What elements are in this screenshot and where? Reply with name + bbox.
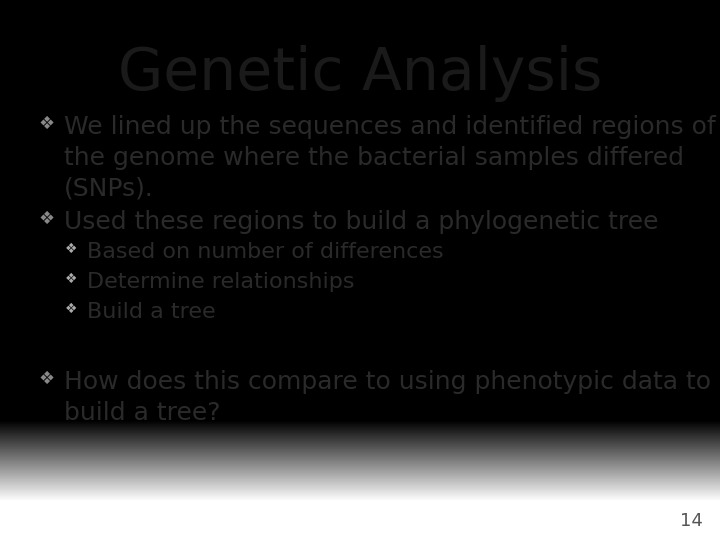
Text: Based on number of differences: Based on number of differences: [87, 242, 444, 262]
Text: ❖: ❖: [65, 272, 78, 286]
Text: 14: 14: [680, 512, 703, 530]
Text: ❖: ❖: [38, 370, 54, 388]
Text: ❖: ❖: [38, 210, 54, 228]
Text: Used these regions to build a phylogenetic tree: Used these regions to build a phylogenet…: [64, 210, 659, 234]
Text: ❖: ❖: [65, 242, 78, 256]
Text: Determine relationships: Determine relationships: [87, 272, 354, 292]
Text: ❖: ❖: [65, 302, 78, 316]
Text: We lined up the sequences and identified regions of
the genome where the bacteri: We lined up the sequences and identified…: [64, 115, 716, 200]
Text: How does this compare to using phenotypic data to
build a tree?: How does this compare to using phenotypi…: [64, 370, 711, 424]
Text: ❖: ❖: [38, 115, 54, 133]
Text: Genetic Analysis: Genetic Analysis: [118, 45, 602, 102]
Text: Build a tree: Build a tree: [87, 302, 215, 322]
